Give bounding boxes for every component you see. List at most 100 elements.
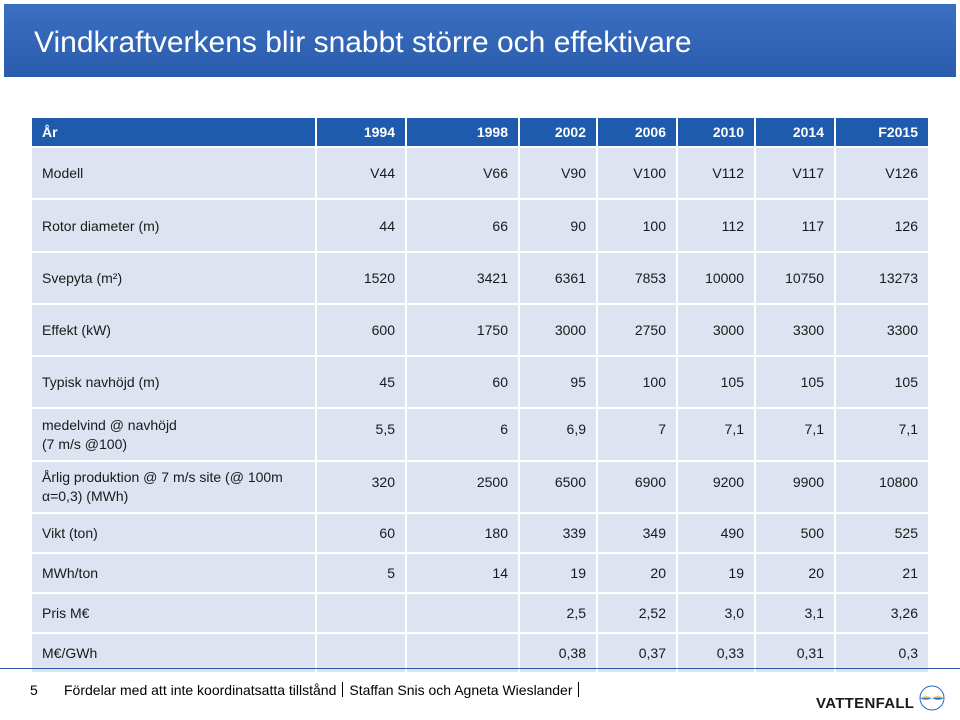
- table-cell: 14: [407, 554, 520, 594]
- table-cell: V117: [756, 148, 836, 200]
- table-cell: 3,26: [836, 594, 930, 634]
- table-cell: 7,1: [756, 409, 836, 462]
- table-cell: 1750: [407, 305, 520, 357]
- table-cell: V66: [407, 148, 520, 200]
- table-cell: 44: [317, 200, 407, 253]
- table-cell: 95: [520, 357, 598, 409]
- table-cell: [407, 634, 520, 674]
- table-cell: 20: [598, 554, 678, 594]
- table-cell: 10800: [836, 462, 930, 514]
- table-cell: V112: [678, 148, 756, 200]
- footer-divider: [578, 682, 580, 697]
- page-number: 5: [30, 682, 38, 698]
- table-cell: 60: [317, 514, 407, 554]
- table-cell: 21: [836, 554, 930, 594]
- row-label-line: Effekt (kW): [42, 322, 111, 338]
- table-row: medelvind @ navhöjd (7 m/s @100) 5,5 6 6,9 7 7…: [32, 409, 930, 462]
- table-cell: 2,5: [520, 594, 598, 634]
- table-cell: 9900: [756, 462, 836, 514]
- footer-authors: Staffan Snis och Agneta Wieslander: [349, 682, 573, 698]
- table-cell: 7: [598, 409, 678, 462]
- footer-subject: Fördelar med att inte koordinatsatta til…: [64, 682, 337, 698]
- table-cell: [317, 594, 407, 634]
- footer: 5 Fördelar med att inte koordinatsatta t…: [0, 668, 960, 720]
- table-cell: 5: [317, 554, 407, 594]
- row-label: Modell: [32, 148, 317, 200]
- table-cell: 339: [520, 514, 598, 554]
- table-cell: 45: [317, 357, 407, 409]
- row-label-line: Modell: [42, 165, 84, 181]
- table-cell: 600: [317, 305, 407, 357]
- table-row: Pris M€ 2,5 2,52 3,0 3,1 3,26: [32, 594, 930, 634]
- row-label: medelvind @ navhöjd (7 m/s @100): [32, 409, 317, 462]
- table-row: Effekt (kW) 600 1750 3000 2750 3000 3300 3300: [32, 305, 930, 357]
- slide-title: Vindkraftverkens blir snabbt större och …: [34, 26, 692, 59]
- title-bar: Vindkraftverkens blir snabbt större och …: [4, 4, 956, 77]
- table-cell: 6500: [520, 462, 598, 514]
- table-cell: 60: [407, 357, 520, 409]
- table-cell: 320: [317, 462, 407, 514]
- table-cell: 3,1: [756, 594, 836, 634]
- table-row: Rotor diameter (m) 44 66 90 100 112 117 126: [32, 200, 930, 253]
- header-cell: 1998: [407, 118, 520, 148]
- table-cell: 3000: [520, 305, 598, 357]
- table-cell: 2,52: [598, 594, 678, 634]
- table-row: Årlig produktion @ 7 m/s site (@ 100m α=0…: [32, 462, 930, 514]
- table-cell: 6361: [520, 253, 598, 305]
- row-label: Vikt (ton): [32, 514, 317, 554]
- table-cell: 105: [836, 357, 930, 409]
- table-cell: 20: [756, 554, 836, 594]
- table-cell: 7,1: [836, 409, 930, 462]
- vattenfall-logo: VATTENFALL: [816, 685, 948, 719]
- table-cell: 19: [678, 554, 756, 594]
- table-row: Vikt (ton) 60 180 339 349 490 500 525: [32, 514, 930, 554]
- table-cell: 66: [407, 200, 520, 253]
- table-cell: 90: [520, 200, 598, 253]
- table-cell: 1520: [317, 253, 407, 305]
- row-label-line: α=0,3) (MWh): [42, 488, 129, 504]
- table-cell: [407, 594, 520, 634]
- table-cell: 9200: [678, 462, 756, 514]
- footer-divider: [342, 682, 344, 697]
- row-label-line: MWh/ton: [42, 565, 99, 581]
- row-label: Rotor diameter (m): [32, 200, 317, 253]
- table-row: M€/GWh 0,38 0,37 0,33 0,31 0,3: [32, 634, 930, 674]
- table-cell: 500: [756, 514, 836, 554]
- row-label-line: Svepyta (m²): [42, 270, 123, 286]
- row-label: Svepyta (m²): [32, 253, 317, 305]
- brand-name: VATTENFALL: [816, 695, 915, 712]
- table-cell: 180: [407, 514, 520, 554]
- footer-text: Fördelar med att inte koordinatsatta til…: [64, 682, 585, 698]
- row-label-line: Typisk navhöjd (m): [42, 374, 160, 390]
- row-label-line: Rotor diameter (m): [42, 217, 160, 234]
- row-label-line: Pris M€: [42, 605, 90, 621]
- table-cell: 100: [598, 357, 678, 409]
- table-cell: 0,3: [836, 634, 930, 674]
- table-cell: 112: [678, 200, 756, 253]
- header-cell: 2002: [520, 118, 598, 148]
- table-cell: 7853: [598, 253, 678, 305]
- table-row: Svepyta (m²) 1520 3421 6361 7853 10000 10750 13…: [32, 253, 930, 305]
- table-cell: 6900: [598, 462, 678, 514]
- row-label: Pris M€: [32, 594, 317, 634]
- table-cell: 0,37: [598, 634, 678, 674]
- table-cell: 0,38: [520, 634, 598, 674]
- table-cell: 0,33: [678, 634, 756, 674]
- table-cell: 2750: [598, 305, 678, 357]
- table-cell: V44: [317, 148, 407, 200]
- table-cell: 490: [678, 514, 756, 554]
- table-cell: 3421: [407, 253, 520, 305]
- table-cell: 525: [836, 514, 930, 554]
- table-header-row: År 1994 1998 2002 2006 2010 2014 F2015: [32, 118, 930, 148]
- table-cell: 19: [520, 554, 598, 594]
- header-cell: 2010: [678, 118, 756, 148]
- header-cell: F2015: [836, 118, 930, 148]
- table-cell: 3000: [678, 305, 756, 357]
- row-label: Årlig produktion @ 7 m/s site (@ 100m α=0…: [32, 462, 317, 514]
- table-cell: [317, 634, 407, 674]
- table-cell: 3300: [756, 305, 836, 357]
- turbine-comparison-table: År 1994 1998 2002 2006 2010 2014 F2015 M…: [32, 118, 930, 674]
- table-row: Typisk navhöjd (m) 45 60 95 100 105 105 105: [32, 357, 930, 409]
- table-cell: 7,1: [678, 409, 756, 462]
- table-cell: 0,31: [756, 634, 836, 674]
